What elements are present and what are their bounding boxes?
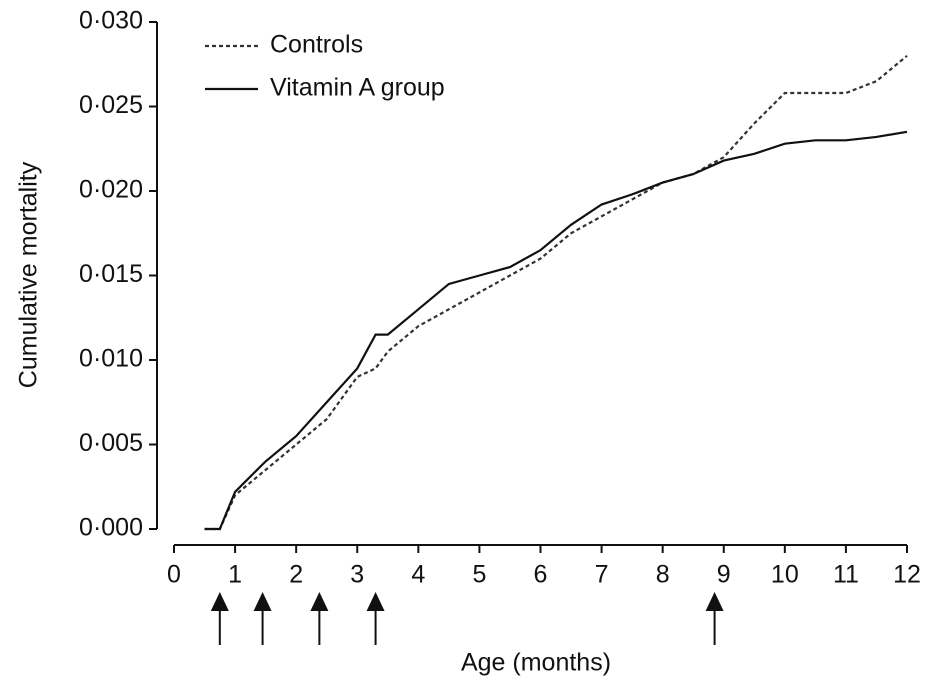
x-tick-label: 10 [771,561,799,589]
y-tick-label: 0·010 [79,345,143,373]
x-tick-label: 5 [472,561,486,589]
x-tick-label: 7 [595,561,609,589]
x-tick-label: 1 [228,561,242,589]
x-tick-label: 6 [534,561,548,589]
x-tick-label: 8 [656,561,670,589]
legend-label: Vitamin A group [270,74,445,102]
y-tick-label: 0·030 [79,7,143,35]
arrow-head [705,592,724,611]
x-tick-label: 4 [411,561,425,589]
x-tick-label: 12 [893,561,921,589]
arrow-head [310,592,329,611]
arrow-head [366,592,385,611]
legend-label: Controls [270,31,363,59]
x-tick-label: 2 [289,561,303,589]
y-tick-label: 0·020 [79,176,143,204]
series-line [204,130,908,531]
y-tick-label: 0·005 [79,429,143,457]
y-tick-label: 0·025 [79,91,143,119]
y-tick-label: 0·000 [79,514,143,542]
y-axis-label: Cumulative mortality [15,161,43,388]
arrow-head [210,592,229,611]
x-tick-label: 3 [350,561,364,589]
y-tick-label: 0·015 [79,260,143,288]
x-tick-label: 9 [717,561,731,589]
series-line [204,54,908,531]
x-tick-label: 0 [167,561,181,589]
x-tick-label: 11 [833,561,859,589]
x-axis-label: Age (months) [461,649,611,677]
arrow-head [253,592,272,611]
